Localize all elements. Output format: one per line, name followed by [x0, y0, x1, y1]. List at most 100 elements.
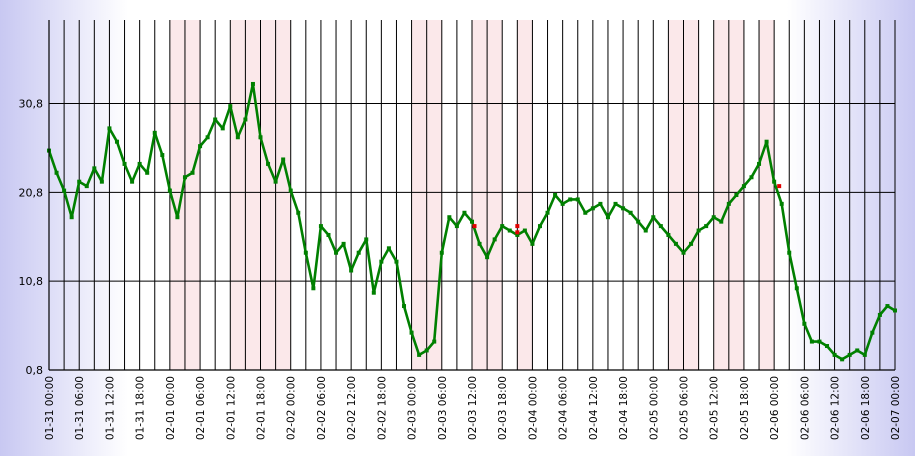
data-point — [741, 184, 746, 189]
data-point — [643, 228, 648, 233]
data-point — [281, 157, 286, 162]
data-point — [696, 228, 701, 233]
x-tick-label: 01-31 00:00 — [44, 376, 56, 440]
data-point — [182, 175, 187, 180]
data-point — [553, 193, 558, 197]
data-point — [590, 206, 595, 211]
data-point — [809, 339, 814, 344]
data-point — [673, 241, 678, 246]
data-point — [318, 224, 323, 229]
outlier-point — [515, 230, 520, 235]
data-point — [817, 339, 822, 344]
data-point — [583, 210, 588, 215]
data-point — [749, 175, 754, 180]
x-tick-label: 02-06 12:00 — [830, 376, 842, 440]
data-point — [598, 201, 603, 206]
data-point — [605, 215, 610, 220]
data-point — [130, 179, 135, 184]
data-point — [213, 117, 218, 122]
shaded-band — [759, 20, 775, 370]
data-point — [311, 286, 316, 291]
data-point — [477, 241, 482, 246]
data-point — [349, 268, 354, 273]
data-point — [832, 352, 837, 357]
data-point — [893, 308, 897, 313]
data-point — [77, 179, 82, 184]
data-point — [334, 250, 339, 255]
outlier-layer — [472, 184, 782, 235]
x-tick-label: 02-05 18:00 — [739, 376, 751, 440]
data-point — [575, 197, 580, 202]
data-point — [794, 286, 799, 291]
data-point — [439, 250, 444, 255]
data-point — [530, 241, 535, 246]
data-point — [167, 188, 172, 193]
x-tick-label: 02-05 00:00 — [648, 376, 660, 440]
data-point — [160, 153, 165, 158]
data-point — [198, 144, 203, 149]
data-point — [250, 81, 255, 86]
data-point — [855, 348, 860, 353]
data-point — [537, 224, 542, 229]
data-point — [636, 219, 641, 224]
data-point — [658, 224, 663, 229]
data-point — [825, 344, 830, 349]
x-tick-label: 02-03 18:00 — [497, 376, 509, 440]
x-tick-label: 01-31 06:00 — [74, 376, 86, 440]
data-point — [175, 215, 180, 220]
y-tick-labels: 0,8 10,8 20,8 30,8 — [19, 98, 44, 377]
x-tick-label: 02-03 12:00 — [467, 376, 479, 440]
outlier-point — [472, 224, 477, 229]
data-point — [386, 246, 391, 251]
data-point — [779, 201, 784, 206]
x-tick-label: 02-04 00:00 — [527, 376, 539, 440]
data-point — [764, 139, 769, 144]
shaded-band — [517, 20, 533, 370]
data-point — [507, 228, 512, 233]
data-point — [84, 184, 89, 189]
data-point — [190, 170, 195, 175]
y-tick-label: 20,8 — [19, 186, 44, 199]
x-tick-label: 02-03 00:00 — [407, 376, 419, 440]
data-point — [409, 330, 414, 335]
data-point — [681, 250, 686, 255]
data-point — [862, 352, 867, 357]
data-point — [235, 135, 240, 140]
y-tick-label: 0,8 — [26, 364, 44, 377]
data-point — [492, 237, 497, 242]
x-tick-label: 02-01 06:00 — [195, 376, 207, 440]
x-tick-label: 02-04 18:00 — [618, 376, 630, 440]
x-tick-label: 02-06 18:00 — [860, 376, 872, 440]
data-point — [734, 193, 739, 197]
data-point — [757, 161, 762, 166]
data-point — [689, 241, 694, 246]
x-tick-label: 02-02 00:00 — [286, 376, 298, 440]
data-point — [711, 215, 716, 220]
data-point — [288, 188, 293, 193]
data-point — [371, 290, 376, 295]
data-point — [628, 210, 633, 215]
data-point — [220, 126, 225, 131]
data-point — [666, 232, 671, 237]
x-tick-label: 02-06 06:00 — [799, 376, 811, 440]
data-point — [704, 224, 709, 229]
data-point — [545, 210, 550, 215]
data-point — [840, 357, 845, 362]
data-point — [485, 255, 490, 260]
data-point — [114, 139, 119, 144]
x-tick-label: 02-02 12:00 — [346, 376, 358, 440]
data-point — [726, 201, 731, 206]
data-point — [462, 210, 467, 215]
data-point — [152, 130, 157, 135]
data-point — [870, 330, 875, 335]
data-point — [228, 104, 233, 109]
data-point — [402, 304, 407, 309]
data-point — [341, 241, 346, 246]
data-point — [243, 117, 248, 122]
data-point — [258, 135, 263, 140]
data-point — [205, 135, 210, 140]
data-point — [303, 250, 308, 255]
data-point — [107, 126, 112, 131]
